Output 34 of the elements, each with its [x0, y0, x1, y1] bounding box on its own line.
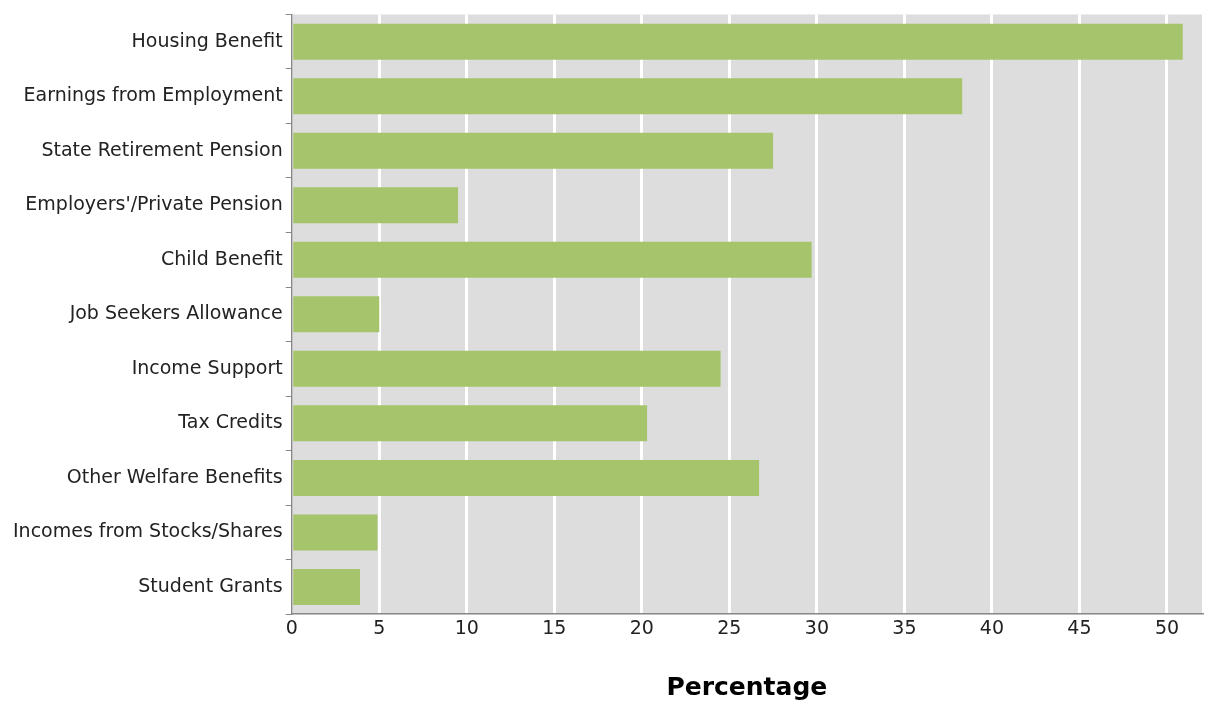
bar	[293, 296, 380, 333]
y-tick-label: Other Welfare Benefits	[66, 464, 283, 487]
x-tick-label: 0	[285, 615, 298, 638]
y-tick-label: Incomes from Stocks/Shares	[12, 519, 283, 542]
x-tick-label: 50	[1154, 615, 1180, 638]
bar	[293, 78, 963, 115]
y-tick-label: Student Grants	[138, 573, 283, 596]
x-tick-label: 10	[454, 615, 479, 638]
x-tick-label: 20	[629, 615, 654, 638]
bar	[293, 568, 360, 605]
x-tick-label: 40	[979, 615, 1005, 638]
bar	[293, 350, 721, 387]
x-tick-label: 45	[1067, 615, 1092, 638]
x-tick-label: 5	[373, 615, 386, 638]
bar	[293, 514, 378, 551]
bar	[293, 241, 812, 278]
x-tick-label: 25	[717, 615, 742, 638]
bar	[293, 459, 760, 496]
y-tick-label: Housing Benefit	[131, 28, 283, 51]
y-tick-label: Employers'/Private Pension	[25, 192, 283, 215]
y-tick-label: Earnings from Employment	[23, 83, 283, 106]
x-axis-title: Percentage	[666, 671, 828, 701]
y-tick-label: Child Benefit	[160, 246, 283, 269]
bar	[293, 187, 459, 224]
x-tick-label: 30	[804, 615, 829, 638]
x-tick-label: 15	[542, 615, 567, 638]
x-tick-label: 35	[892, 615, 917, 638]
y-tick-label: State Retirement Pension	[41, 137, 283, 160]
bar	[293, 405, 648, 442]
y-tick-label: Income Support	[131, 355, 283, 378]
y-tick-label: Job Seekers Allowance	[68, 301, 283, 324]
bar	[293, 132, 774, 169]
y-tick-label: Tax Credits	[177, 410, 283, 433]
bar	[293, 23, 1183, 60]
